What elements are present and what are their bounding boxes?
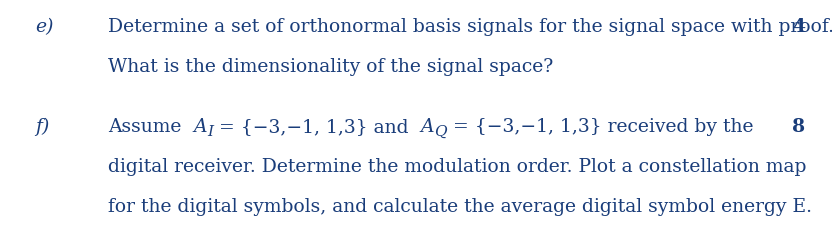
Text: = {−3,−1, 1,3} received by the: = {−3,−1, 1,3} received by the xyxy=(447,118,753,136)
Text: Assume: Assume xyxy=(108,118,193,136)
Text: Determine a set of orthonormal basis signals for the signal space with proof.: Determine a set of orthonormal basis sig… xyxy=(108,18,832,36)
Text: f): f) xyxy=(35,118,49,136)
Text: for the digital symbols, and calculate the average digital symbol energy E.: for the digital symbols, and calculate t… xyxy=(108,198,812,216)
Text: e): e) xyxy=(35,18,53,36)
Text: 8: 8 xyxy=(792,118,805,136)
Text: A: A xyxy=(420,118,434,136)
Text: = {−3,−1, 1,3} and: = {−3,−1, 1,3} and xyxy=(213,118,420,136)
Text: digital receiver. Determine the modulation order. Plot a constellation map: digital receiver. Determine the modulati… xyxy=(108,158,806,176)
Text: 4: 4 xyxy=(792,18,805,36)
Text: Q: Q xyxy=(434,124,447,138)
Text: What is the dimensionality of the signal space?: What is the dimensionality of the signal… xyxy=(108,58,553,76)
Text: I: I xyxy=(207,124,213,138)
Text: A: A xyxy=(193,118,207,136)
